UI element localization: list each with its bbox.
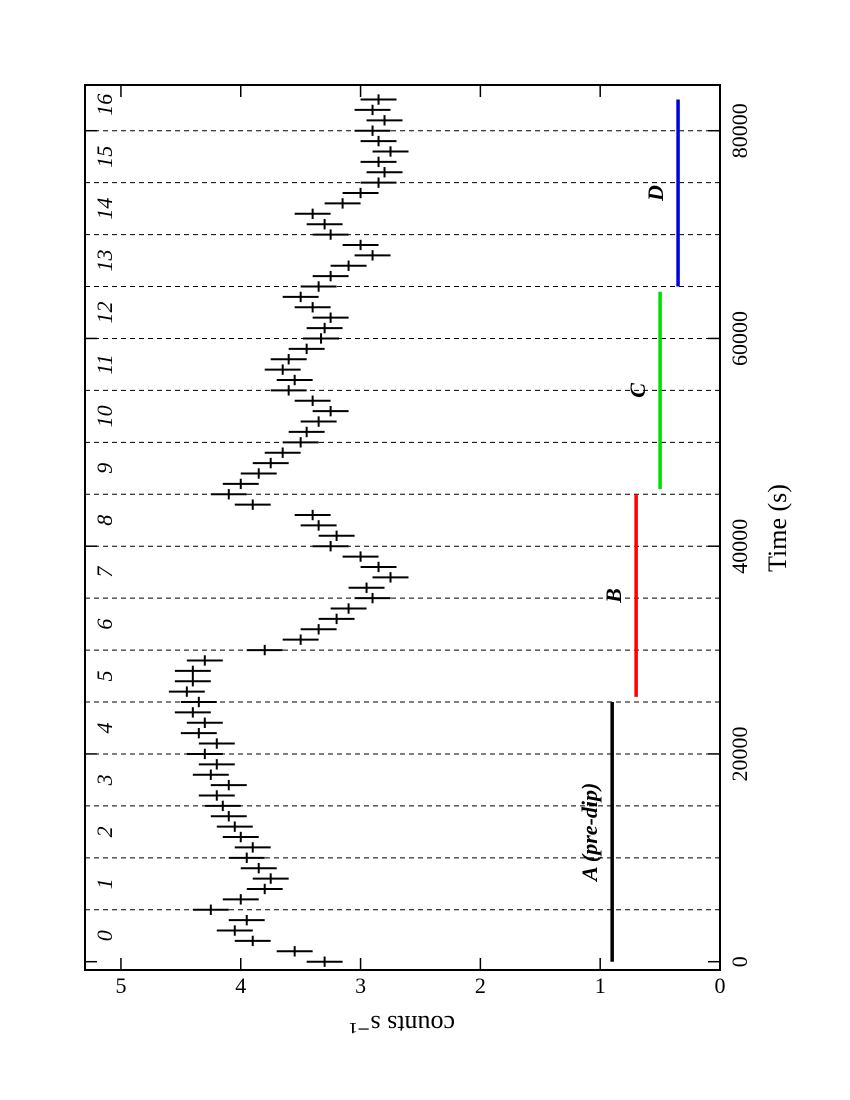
x-tick-label: 0 (727, 956, 752, 967)
y-tick-label: 1 (595, 973, 606, 998)
phase-label: 6 (92, 619, 117, 630)
y-tick-label: 0 (715, 973, 726, 998)
phase-label: 7 (92, 566, 117, 578)
phase-label: 4 (92, 722, 117, 733)
phase-label: 8 (92, 515, 117, 526)
phase-label: 0 (92, 930, 117, 941)
phase-label: 15 (92, 146, 117, 168)
segment-label: A (pre-dip) (577, 783, 602, 883)
segment-label: C (625, 383, 650, 398)
phase-label: 10 (92, 405, 117, 427)
x-tick-label: 60000 (727, 311, 752, 366)
x-tick-label: 20000 (727, 726, 752, 781)
phase-label: 13 (92, 250, 117, 272)
x-tick-label: 80000 (727, 103, 752, 158)
phase-label: 14 (92, 198, 117, 220)
y-axis-label: counts s⁻¹ (349, 1010, 455, 1039)
segment-label: D (643, 185, 668, 202)
phase-label: 11 (92, 354, 117, 374)
phase-label: 5 (92, 671, 117, 682)
phase-label: 2 (92, 826, 117, 837)
y-tick-label: 4 (235, 973, 246, 998)
x-tick-label: 40000 (727, 519, 752, 574)
phase-label: 1 (92, 878, 117, 889)
x-axis-label: Time (s) (763, 484, 792, 572)
phase-label: 12 (92, 301, 117, 323)
segment-label: B (601, 588, 626, 604)
phase-label: 9 (92, 463, 117, 474)
y-tick-label: 5 (115, 973, 126, 998)
y-tick-label: 2 (475, 973, 486, 998)
phase-label: 16 (92, 94, 117, 116)
plot-frame (84, 84, 721, 971)
phase-label: 3 (92, 774, 117, 786)
y-tick-label: 3 (355, 973, 366, 998)
plot: Time (s) counts s⁻¹ 01234567891011121314… (84, 84, 792, 1039)
